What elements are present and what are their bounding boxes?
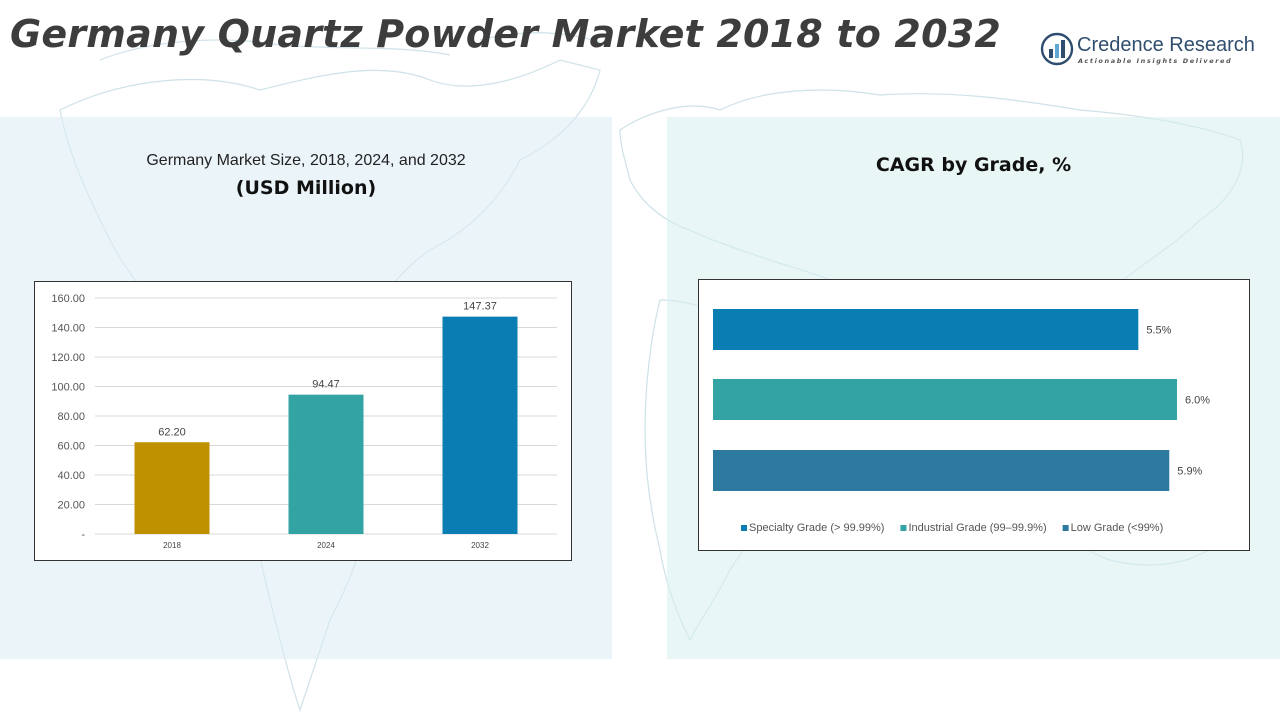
- logo-tagline: Actionable Insights Delivered: [1078, 57, 1233, 65]
- market-size-bar-svg: - 20.00 40.00 60.00 80.00 100.00 120.00 140.00 1…: [51, 293, 557, 550]
- y-tick-label: 140.00: [51, 323, 85, 335]
- bar-chart-circle-icon: [1040, 32, 1074, 66]
- cagr-bar-chart: 5.5% 6.0% 5.9% Specialty Grade (> 99.99%) In…: [698, 279, 1250, 551]
- bar: [288, 394, 364, 534]
- y-tick-label: 100.00: [51, 382, 85, 394]
- data-label: 6.0%: [1185, 395, 1210, 407]
- x-tick-label: 2018: [163, 541, 181, 550]
- y-tick-label: 80.00: [57, 411, 85, 423]
- y-tick-label: 120.00: [51, 352, 85, 364]
- legend-label: Industrial Grade (99–99.9%): [908, 522, 1046, 534]
- data-label: 147.37: [463, 301, 497, 313]
- y-tick-label: -: [81, 529, 85, 541]
- y-tick-label: 60.00: [57, 441, 85, 453]
- x-tick-label: 2032: [471, 541, 489, 550]
- y-tick-label: 160.00: [51, 293, 85, 305]
- data-label: 5.9%: [1177, 466, 1202, 478]
- cagr-bar-svg: 5.5% 6.0% 5.9% Specialty Grade (> 99.99%) In…: [713, 309, 1210, 534]
- x-tick-label: 2024: [317, 541, 335, 550]
- market-size-bar-chart: - 20.00 40.00 60.00 80.00 100.00 120.00 140.00 1…: [34, 281, 572, 561]
- legend-label: Specialty Grade (> 99.99%): [749, 522, 884, 534]
- logo[interactable]: Credence Research Actionable Insights De…: [1040, 32, 1255, 68]
- bar: [442, 316, 518, 534]
- data-label: 94.47: [312, 379, 340, 391]
- legend-label: Low Grade (<99%): [1071, 522, 1164, 534]
- bar: [713, 450, 1170, 491]
- legend-swatch: [741, 525, 747, 531]
- data-label: 62.20: [158, 426, 186, 438]
- y-tick-label: 40.00: [57, 470, 85, 482]
- bar: [134, 442, 210, 534]
- logo-name: Credence Research: [1077, 34, 1255, 56]
- bar: [713, 309, 1139, 350]
- data-label: 5.5%: [1146, 325, 1171, 337]
- legend-swatch: [1062, 525, 1069, 531]
- y-tick-label: 20.00: [57, 500, 85, 512]
- page-title: Germany Quartz Powder Market 2018 to 203…: [10, 12, 1001, 56]
- bar: [713, 379, 1177, 420]
- cagr-chart-title: CAGR by Grade, %: [875, 154, 1072, 176]
- market-size-chart-title: Germany Market Size, 2018, 2024, and 203…: [146, 152, 466, 169]
- legend-swatch: [900, 525, 907, 531]
- market-size-chart-subtitle: (USD Million): [235, 177, 377, 199]
